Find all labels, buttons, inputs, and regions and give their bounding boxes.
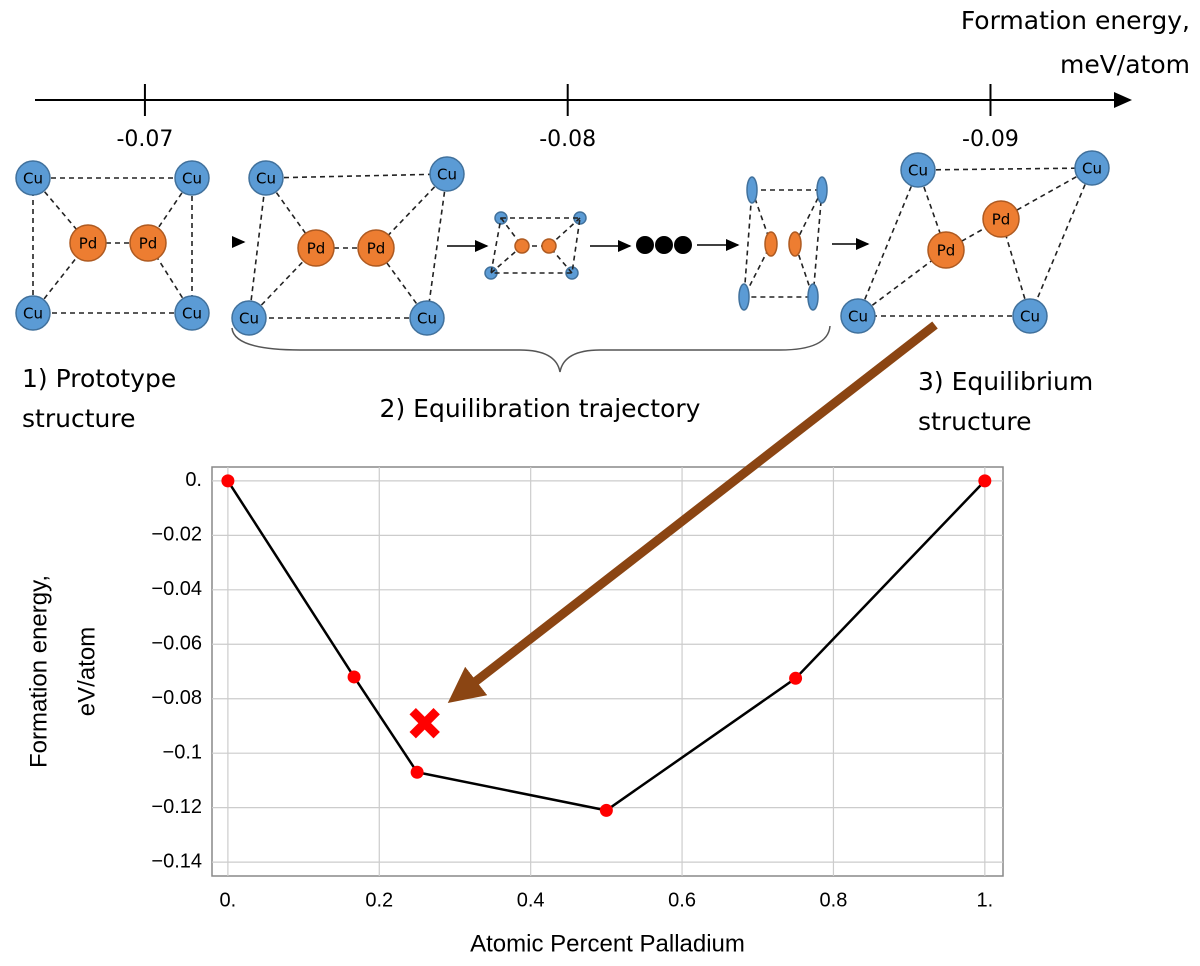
atom: [174, 295, 210, 331]
atom-label: Pd: [367, 240, 386, 258]
data-point: [599, 803, 613, 817]
tick-label: -0.08: [539, 127, 596, 152]
stage-label: 1) Prototype: [22, 364, 176, 393]
atom: [357, 229, 395, 267]
y-tick-label: −0.12: [151, 796, 202, 818]
atom: [129, 224, 167, 262]
atom-label: Pd: [937, 242, 956, 260]
bond: [1029, 167, 1093, 317]
data-point: [978, 474, 992, 488]
bond: [248, 177, 267, 319]
x-tick-label: 0.6: [668, 889, 696, 911]
atom-label: Cu: [1020, 308, 1040, 326]
data-point: [410, 765, 424, 779]
stage-label: 2) Equilibration trajectory: [380, 394, 701, 423]
bond: [426, 173, 448, 319]
y-tick-label: −0.14: [151, 850, 202, 872]
atom-label: Cu: [182, 170, 202, 188]
stage-label: structure: [22, 404, 135, 433]
y-tick-label: −0.1: [163, 741, 202, 763]
data-point: [789, 671, 803, 685]
tick-label: -0.07: [116, 127, 173, 152]
y-axis-title: eV/atom: [73, 627, 100, 716]
atom-label: Cu: [908, 162, 928, 180]
x-tick-label: 1.: [976, 889, 993, 911]
data-point: [221, 474, 235, 488]
atom-label: Cu: [848, 308, 868, 326]
hull-line: [226, 480, 986, 812]
atom: [297, 229, 335, 267]
x-tick-label: 0.8: [820, 889, 848, 911]
atom: [840, 298, 876, 334]
y-tick-label: 0.: [185, 469, 202, 491]
x-axis-title: Atomic Percent Palladium: [470, 930, 745, 957]
atom-label: Cu: [1082, 160, 1102, 178]
atom-label: Pd: [79, 235, 98, 253]
atom: [429, 156, 465, 192]
atom-label: Cu: [256, 170, 276, 188]
bond: [248, 247, 317, 319]
atom-label: Cu: [239, 310, 259, 328]
atom: [927, 231, 965, 269]
trajectory-layout: [231, 176, 870, 373]
y-axis-title: Formation energy,: [25, 575, 52, 768]
axis-title: meV/atom: [1060, 50, 1190, 79]
axis-title: Formation energy,: [961, 6, 1190, 35]
atom: [15, 160, 51, 196]
x-tick-label: 0.4: [517, 889, 545, 911]
atom-label: Cu: [182, 305, 202, 323]
atom: [248, 160, 284, 196]
x-tick-label: 0.2: [365, 889, 393, 911]
atom-label: Pd: [139, 235, 158, 253]
atom-label: Pd: [992, 211, 1011, 229]
y-tick-label: −0.06: [151, 633, 202, 655]
atom: [15, 295, 51, 331]
stage-label: structure: [918, 407, 1031, 436]
atom: [982, 200, 1020, 238]
atom: [174, 160, 210, 196]
atom: [409, 300, 445, 336]
pointer-arrow: [447, 321, 938, 704]
atom: [231, 300, 267, 336]
atom: [1012, 298, 1048, 334]
atom-label: Cu: [23, 170, 43, 188]
atom-label: Cu: [417, 310, 437, 328]
chart-layer: Formation energy, meV/atom -0.07 -0.08 -0.09…: [25, 6, 1190, 957]
stage-label: 3) Equilibrium: [918, 367, 1093, 396]
bond: [917, 167, 1093, 171]
atom-label: Cu: [23, 305, 43, 323]
y-tick-label: −0.02: [151, 524, 202, 546]
y-tick-label: −0.08: [151, 687, 202, 709]
bond: [265, 173, 448, 179]
data-point: [347, 670, 361, 684]
atom: [69, 224, 107, 262]
highlight-marker: [409, 708, 440, 739]
atom-label: Cu: [437, 166, 457, 184]
tick-label: -0.09: [962, 127, 1019, 152]
atom: [1074, 150, 1110, 186]
atom-label: Pd: [307, 240, 326, 258]
y-tick-label: −0.04: [151, 578, 202, 600]
x-tick-label: 0.: [220, 889, 237, 911]
atom: [900, 152, 936, 188]
